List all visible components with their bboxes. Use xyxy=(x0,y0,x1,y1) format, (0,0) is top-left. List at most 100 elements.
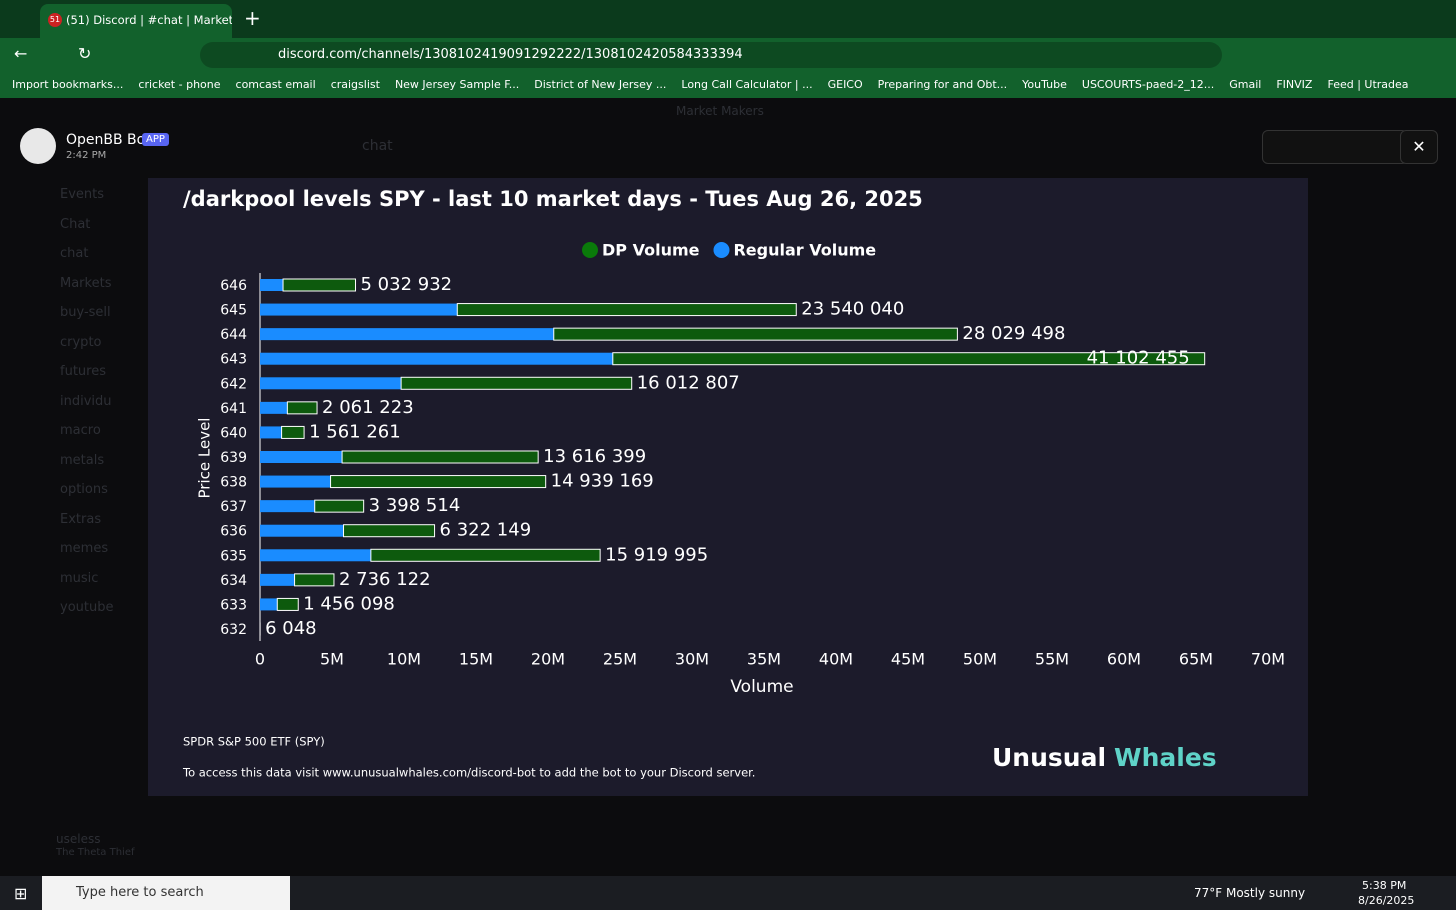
dp-bar xyxy=(456,303,797,317)
bookmark[interactable]: Import bookmarks... xyxy=(12,78,124,91)
dp-bar xyxy=(400,376,633,390)
x-tick-label: 35M xyxy=(747,650,781,669)
sidebar-item[interactable]: buy-sell xyxy=(60,305,111,320)
value-label: 6 048 xyxy=(265,618,317,639)
sidebar-item[interactable]: youtube xyxy=(60,600,114,615)
regular-bar xyxy=(260,426,282,439)
x-tick-label: 20M xyxy=(531,650,565,669)
value-label: 2 736 122 xyxy=(339,569,431,590)
regular-bar xyxy=(260,303,458,316)
sidebar-item[interactable]: Events xyxy=(60,187,105,202)
image-toolbar[interactable] xyxy=(1262,130,1408,164)
x-tick-label: 0 xyxy=(255,650,265,669)
bookmarks-bar: Import bookmarks... cricket - phone comcas… xyxy=(0,72,1456,98)
value-label: 5 032 932 xyxy=(361,274,453,295)
x-tick-label: 40M xyxy=(819,650,853,669)
y-tick-label: 642 xyxy=(220,376,247,392)
brand-2: Whales xyxy=(1114,743,1217,772)
bookmark[interactable]: New Jersey Sample F... xyxy=(394,78,520,91)
y-tick-label: 646 xyxy=(220,278,247,294)
channel-name: chat xyxy=(362,138,393,154)
bookmark[interactable]: FINVIZ xyxy=(1276,78,1313,91)
bookmark[interactable]: USCOURTS-paed-2_12... xyxy=(1081,78,1215,91)
regular-bar xyxy=(260,598,278,611)
sidebar-item[interactable]: macro xyxy=(60,423,101,438)
bookmark[interactable]: Long Call Calculator | ... xyxy=(681,78,813,91)
sidebar-item[interactable]: metals xyxy=(60,452,105,468)
url[interactable]: discord.com/channels/1308102419091292222… xyxy=(200,42,1222,68)
regular-bar xyxy=(260,377,402,390)
sidebar-item[interactable]: Chat xyxy=(60,216,91,232)
tab[interactable]: (51) Discord | #chat | Market Ma xyxy=(40,4,232,38)
dp-bar xyxy=(612,352,1206,366)
y-tick-label: 644 xyxy=(220,327,247,343)
sidebar-item[interactable]: Markets xyxy=(60,275,112,291)
bookmark[interactable]: craigslist xyxy=(330,78,380,91)
bot-avatar xyxy=(20,128,56,164)
regular-bar xyxy=(260,451,343,463)
date: 8/26/2025 xyxy=(1358,894,1415,907)
dp-bar xyxy=(553,327,958,341)
x-tick-label: 10M xyxy=(387,650,421,669)
regular-bar xyxy=(260,328,554,341)
bookmark[interactable]: Preparing for and Obt... xyxy=(877,78,1008,91)
value-label: 1 456 098 xyxy=(303,593,395,614)
value-label: 28 029 498 xyxy=(962,323,1065,344)
address-bar: ← ↻ discord.com/channels/130810241909129… xyxy=(0,38,1456,72)
bot-name: OpenBB Bot xyxy=(66,132,151,148)
x-tick-label: 50M xyxy=(963,650,997,669)
post-time: 2:42 PM xyxy=(66,150,107,161)
y-tick-label: 645 xyxy=(220,303,247,319)
bookmark[interactable]: YouTube xyxy=(1022,78,1067,91)
regular-bar xyxy=(260,549,371,562)
value-label: 3 398 514 xyxy=(369,495,461,516)
bookmark[interactable]: Gmail xyxy=(1229,78,1262,91)
bookmark[interactable]: cricket - phone xyxy=(138,78,221,91)
legend-label: DP Volume xyxy=(602,241,700,260)
search-box[interactable]: Type here to search xyxy=(42,876,290,910)
dp-bar xyxy=(294,573,335,587)
sidebar-item[interactable]: individu xyxy=(60,393,112,409)
bookmark[interactable]: comcast email xyxy=(235,78,316,91)
dp-bar xyxy=(286,401,318,415)
taskbar: ⊞ Type here to search 77°F Mostly sunny … xyxy=(0,876,1456,910)
regular-bar xyxy=(260,524,344,537)
value-label: 13 616 399 xyxy=(543,446,646,467)
weather[interactable]: 77°F Mostly sunny xyxy=(1194,886,1306,900)
value-label: 23 540 040 xyxy=(801,299,904,320)
bookmark[interactable]: District of New Jersey ... xyxy=(534,78,667,91)
bookmark[interactable]: GEICO xyxy=(827,78,863,91)
dp-bar xyxy=(330,475,547,489)
x-tick-label: 5M xyxy=(320,650,344,669)
x-tick-label: 45M xyxy=(891,650,925,669)
dp-bar xyxy=(276,597,299,611)
brand: Unusual Whales xyxy=(992,743,1217,772)
value-label: 14 939 169 xyxy=(551,471,654,492)
reload-button[interactable]: ↻ xyxy=(78,44,92,63)
close-button[interactable]: ✕ xyxy=(1400,130,1438,164)
sidebar-item[interactable]: crypto xyxy=(60,334,102,350)
sidebar-item[interactable]: memes xyxy=(60,541,109,556)
sidebar-item[interactable]: Extras xyxy=(60,511,102,527)
sidebar-item[interactable]: chat xyxy=(60,246,89,261)
sidebar-item[interactable]: futures xyxy=(60,364,106,379)
note: To access this data visit www.unusualwha… xyxy=(182,766,755,780)
y-tick-label: 643 xyxy=(220,352,247,368)
y-axis-label: Price Level xyxy=(196,418,214,499)
x-axis-label: Volume xyxy=(730,677,793,697)
x-tick-label: 60M xyxy=(1107,650,1141,669)
new-tab[interactable]: + xyxy=(244,6,261,30)
y-tick-label: 638 xyxy=(220,475,247,491)
sidebar-item[interactable]: music xyxy=(60,570,99,586)
dp-bar xyxy=(370,548,601,562)
start-button[interactable]: ⊞ xyxy=(14,884,28,903)
back-button[interactable]: ← xyxy=(14,44,28,63)
sidebar: Events Chat chat Markets buy-sell crypto futur… xyxy=(60,180,113,623)
value-label: 15 919 995 xyxy=(605,544,708,565)
value-label: 16 012 807 xyxy=(637,372,740,393)
value-label: 6 322 149 xyxy=(440,520,532,541)
y-tick-label: 635 xyxy=(220,548,247,564)
sidebar-item[interactable]: options xyxy=(60,482,108,497)
chart: /darkpool levels SPY - last 10 market da… xyxy=(182,187,1285,780)
bookmark[interactable]: Feed | Utradea xyxy=(1327,78,1409,91)
